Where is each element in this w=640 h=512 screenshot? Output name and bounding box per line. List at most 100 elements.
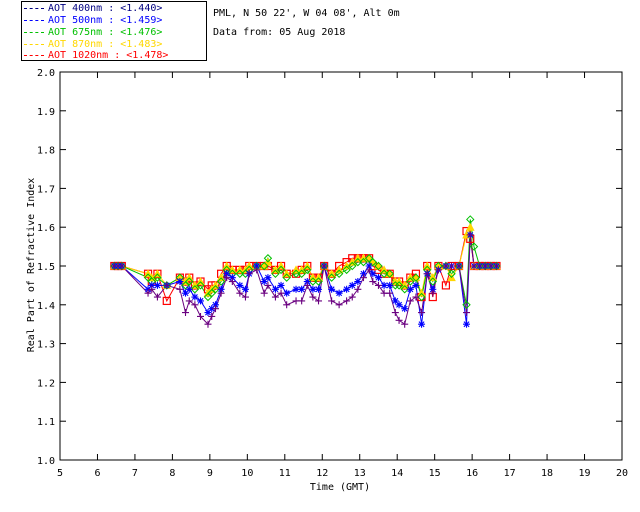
x-tick-label: 7: [132, 468, 138, 479]
data-point-aot-400nm: [217, 289, 225, 297]
data-point-aot-500nm: [228, 274, 236, 282]
data-point-aot-400nm: [412, 293, 420, 301]
data-point-aot-500nm: [406, 285, 414, 293]
data-point-aot-500nm: [315, 285, 323, 293]
data-point-aot-500nm: [412, 281, 420, 289]
data-point-aot-400nm: [118, 262, 126, 270]
data-point-aot-500nm: [395, 301, 403, 309]
data-point-aot-675nm: [282, 273, 291, 282]
plot-frame: [59, 71, 623, 461]
data-point-aot-400nm: [245, 270, 253, 278]
data-point-aot-500nm: [359, 270, 367, 278]
y-tick-label: 1.5: [37, 262, 55, 273]
data-point-aot-400nm: [153, 293, 161, 301]
y-tick-label: 1.8: [37, 146, 55, 157]
data-point-aot-675nm: [196, 281, 205, 290]
data-point-aot-400nm: [320, 262, 328, 270]
legend-label: AOT 500nm : <1.459>: [48, 15, 163, 26]
legend-label: AOT 675nm : <1.476>: [48, 27, 163, 38]
data-point-aot-400nm: [253, 266, 261, 274]
site-info: PML, N 50 22', W 04 08', Alt 0m: [213, 8, 400, 19]
data-point-aot-500nm: [211, 301, 219, 309]
data-point-aot-400nm: [455, 262, 463, 270]
y-tick-label: 1.1: [37, 417, 55, 428]
data-point-aot-400nm: [236, 289, 244, 297]
data-point-aot-675nm: [291, 269, 301, 278]
data-point-aot-500nm: [298, 285, 306, 293]
x-tick-label: 11: [279, 468, 291, 479]
data-point-aot-1020nm: [441, 281, 451, 290]
x-axis-label: Time (GMT): [310, 482, 370, 493]
data-point-aot-675nm: [406, 277, 415, 286]
data-point-aot-400nm: [466, 231, 474, 239]
legend-item-870nm: AOT 870nm : <1.483>: [24, 39, 162, 51]
data-point-aot-500nm: [208, 305, 216, 313]
data-point-aot-500nm: [182, 289, 190, 297]
x-tick-label: 14: [391, 468, 403, 479]
data-point-aot-400nm: [354, 285, 362, 293]
data-point-aot-675nm: [211, 285, 220, 294]
data-point-aot-675nm: [235, 269, 245, 278]
data-point-aot-675nm: [411, 273, 421, 282]
data-point-aot-400nm: [309, 293, 317, 301]
y-tick-label: 1.9: [37, 107, 55, 118]
data-point-aot-500nm: [185, 285, 193, 293]
legend-line-icon: [24, 54, 44, 56]
legend-item-500nm: AOT 500nm : <1.459>: [24, 15, 162, 27]
data-point-aot-675nm: [348, 261, 357, 271]
data-point-aot-500nm: [148, 281, 156, 289]
legend-line-icon: [24, 7, 44, 9]
x-tick-label: 19: [579, 468, 591, 479]
data-point-aot-500nm: [260, 278, 268, 286]
data-point-aot-500nm: [271, 285, 279, 293]
data-point-aot-400nm: [264, 281, 272, 289]
data-point-aot-400nm: [335, 301, 343, 309]
data-point-aot-500nm: [391, 297, 399, 305]
data-point-aot-675nm: [353, 257, 363, 267]
data-point-aot-675nm: [216, 277, 226, 286]
x-tick-label: 8: [169, 468, 175, 479]
x-tick-label: 16: [466, 468, 478, 479]
data-point-aot-400nm: [315, 297, 323, 305]
axes: 5 6 7 8 9 10 11 12 13 14 15 16 17 18 19 20 1.0 1.1 1.2 1.3 1…: [37, 68, 628, 479]
data-point-aot-500nm: [264, 274, 272, 282]
data-point-aot-500nm: [253, 262, 261, 270]
data-point-aot-675nm: [276, 265, 286, 275]
data-point-aot-500nm: [335, 289, 343, 297]
data-point-aot-675nm: [462, 300, 471, 310]
data-point-aot-400nm: [185, 297, 193, 305]
data-point-aot-675nm: [400, 285, 409, 294]
data-point-aot-500nm: [217, 285, 225, 293]
data-point-aot-400nm: [211, 305, 219, 313]
data-point-aot-675nm: [271, 269, 280, 278]
x-tick-label: 13: [354, 468, 366, 479]
data-point-aot-400nm: [223, 274, 231, 282]
data-point-aot-400nm: [241, 293, 249, 301]
data-point-aot-400nm: [434, 266, 442, 274]
x-tick-label: 18: [541, 468, 553, 479]
data-point-aot-500nm: [191, 293, 199, 301]
data-point-aot-675nm: [466, 215, 475, 224]
x-tick-label: 5: [57, 468, 63, 479]
data-point-aot-675nm: [297, 269, 306, 278]
data-point-aot-675nm: [190, 285, 200, 294]
legend-item-675nm: AOT 675nm : <1.476>: [24, 27, 162, 39]
y-tick-label: 2.0: [37, 68, 55, 79]
data-point-aot-675nm: [428, 277, 438, 286]
legend-label: AOT 1020nm : <1.478>: [48, 50, 169, 61]
x-tick-label: 15: [429, 468, 441, 479]
data-point-aot-400nm: [204, 320, 212, 328]
data-point-aot-675nm: [385, 269, 394, 278]
data-point-aot-400nm: [228, 278, 236, 286]
y-axis-label: Real Part of Refractive Index: [26, 178, 37, 353]
data-point-aot-400nm: [463, 309, 471, 317]
data-point-aot-400nm: [395, 316, 403, 324]
legend-item-400nm: AOT 400nm : <1.440>: [24, 3, 162, 15]
data-point-aot-400nm: [208, 312, 216, 320]
legend: AOT 400nm : <1.440> AOT 500nm : <1.459> …: [21, 1, 207, 61]
data-point-aot-400nm: [492, 262, 500, 270]
data-point-aot-500nm: [176, 278, 184, 286]
data-point-aot-400nm: [386, 289, 394, 297]
data-point-aot-400nm: [176, 285, 184, 293]
data-point-aot-400nm: [348, 293, 356, 301]
